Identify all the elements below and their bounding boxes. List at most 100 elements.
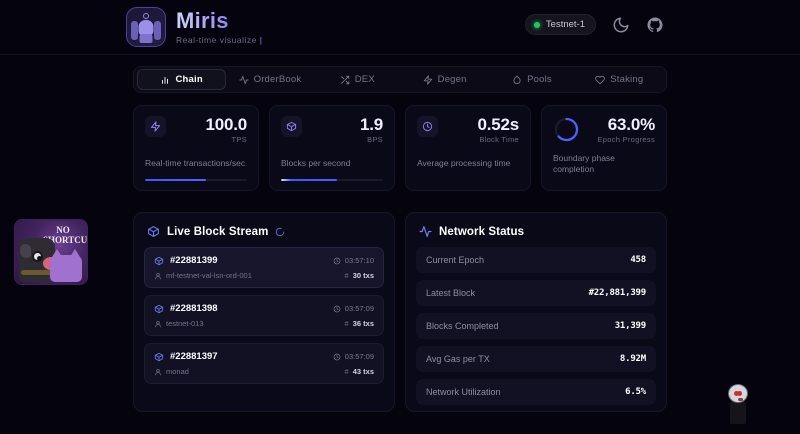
- network-status-header: Network Status: [406, 213, 666, 247]
- stat-desc-epoch: Boundary phase completion: [553, 153, 615, 174]
- no-shortcuts-sticker: NO SHORTCUTS: [14, 219, 88, 285]
- github-icon[interactable]: [646, 16, 664, 34]
- block-stream-title: Live Block Stream: [167, 225, 269, 238]
- block-txs: 43 txs: [352, 367, 374, 376]
- brand[interactable]: Miris Real-time visualize |: [126, 7, 262, 47]
- header-actions: Testnet-1: [524, 14, 664, 35]
- stat-card-epoch: 63.0% Epoch Progress Boundary phase comp…: [541, 105, 667, 191]
- block-id: #22881399: [170, 255, 218, 266]
- moon-icon[interactable]: [612, 16, 630, 34]
- main-tabbar: Chain OrderBook DEX Degen Pools Staking: [133, 66, 667, 93]
- tab-chain[interactable]: Chain: [137, 69, 227, 90]
- block-time: 03:57:09: [344, 304, 374, 313]
- clock-icon: [333, 257, 341, 264]
- ghost-character-icon: [726, 384, 750, 424]
- status-value: 458: [630, 255, 646, 265]
- sticker-text: NO SHORTCUTS: [43, 225, 87, 245]
- status-dot-icon: [533, 21, 540, 28]
- stat-card-tps: 100.0 TPS Real-time transactions/sec: [133, 105, 259, 191]
- stat-desc-block-time: Average processing time: [417, 158, 511, 168]
- stat-unit-bps: BPS: [367, 135, 383, 144]
- heart-icon: [595, 75, 606, 84]
- block-validator: mf-testnet-val-lsn-ord-001: [166, 271, 252, 280]
- clock-icon: [333, 305, 341, 312]
- network-badge[interactable]: Testnet-1: [524, 14, 596, 35]
- block-id: #22881398: [170, 303, 218, 314]
- stat-progress-tps: [145, 178, 247, 181]
- block-validator: monad: [166, 367, 189, 376]
- clock-icon: [333, 353, 341, 360]
- status-label: Avg Gas per TX: [426, 354, 490, 364]
- stat-card-block-time: 0.52s Block Time Average processing time: [405, 105, 531, 191]
- block-stream-header: Live Block Stream: [134, 213, 394, 247]
- brand-subtitle: Real-time visualize |: [176, 35, 262, 45]
- bar-chart-icon: [162, 76, 169, 84]
- hash-icon: #: [344, 319, 349, 328]
- stat-progress-bps: [281, 178, 383, 181]
- stat-card-bps: 1.9 BPS Blocks per second: [269, 105, 395, 191]
- stat-unit-tps: TPS: [231, 135, 247, 144]
- stat-value-tps: 100.0: [205, 115, 247, 134]
- tab-staking-label: Staking: [610, 74, 644, 85]
- zap-icon: [145, 116, 166, 137]
- cat-icon: [50, 249, 82, 282]
- droplet-icon: [513, 75, 521, 84]
- tab-degen[interactable]: Degen: [401, 69, 488, 90]
- tab-chain-label: Chain: [175, 74, 203, 85]
- zap-icon: [423, 74, 432, 85]
- block-txs: 30 txs: [352, 271, 374, 280]
- table-row[interactable]: #22881397 03:57:09 monad # 43 txs: [144, 343, 384, 384]
- stat-value-block-time: 0.52s: [477, 115, 519, 134]
- block-list: #22881399 03:57:10 mf-testnet-val-lsn-or…: [134, 247, 394, 384]
- tab-dex[interactable]: DEX: [314, 69, 401, 90]
- sticker-line-2: SHORTCUTS: [43, 235, 88, 245]
- spinner-icon: [275, 227, 285, 237]
- typing-caret: |: [259, 35, 263, 45]
- stat-cards: 100.0 TPS Real-time transactions/sec 1.9…: [133, 105, 667, 191]
- stat-desc-bps: Blocks per second: [281, 158, 351, 168]
- stat-value-epoch: 63.0%: [607, 115, 655, 134]
- app-header: Miris Real-time visualize | Testnet-1: [0, 0, 800, 55]
- user-icon: [155, 368, 161, 375]
- progress-ring-icon: [554, 117, 579, 142]
- tab-pools[interactable]: Pools: [488, 69, 575, 90]
- user-icon: [155, 320, 161, 327]
- list-item: Avg Gas per TX 8.92M: [416, 346, 656, 372]
- tab-staking[interactable]: Staking: [576, 69, 663, 90]
- tab-pools-label: Pools: [527, 74, 552, 85]
- table-row[interactable]: #22881399 03:57:10 mf-testnet-val-lsn-or…: [144, 247, 384, 288]
- status-value: 6.5%: [625, 387, 646, 397]
- list-item: Latest Block #22,881,399: [416, 280, 656, 306]
- status-value: 8.92M: [619, 354, 646, 364]
- status-label: Blocks Completed: [426, 321, 499, 331]
- stat-value-bps: 1.9: [359, 115, 383, 134]
- status-label: Latest Block: [426, 288, 476, 298]
- stat-unit-block-time: Block Time: [479, 135, 519, 144]
- status-label: Current Epoch: [426, 255, 485, 265]
- activity-icon: [419, 225, 432, 238]
- sticker-line-1: NO: [56, 225, 70, 235]
- block-id: #22881397: [170, 351, 218, 362]
- stat-unit-epoch: Epoch Progress: [597, 135, 655, 144]
- network-status-list: Current Epoch 458 Latest Block #22,881,3…: [406, 247, 666, 405]
- status-value: #22,881,399: [588, 288, 647, 298]
- live-block-stream-panel: Live Block Stream #22881399 03:57:10: [133, 212, 395, 412]
- block-time: 03:57:09: [344, 352, 374, 361]
- tab-orderbook-label: OrderBook: [253, 74, 302, 85]
- block-validator: testnet-013: [166, 319, 204, 328]
- cube-icon: [147, 225, 160, 238]
- network-status-title: Network Status: [439, 225, 525, 238]
- table-row[interactable]: #22881398 03:57:09 testnet-013 # 36 txs: [144, 295, 384, 336]
- tab-degen-label: Degen: [437, 74, 467, 85]
- activity-icon: [238, 75, 249, 84]
- clock-icon: [417, 116, 438, 137]
- brand-name: Miris: [176, 9, 262, 33]
- block-time: 03:57:10: [344, 256, 374, 265]
- network-status-panel: Network Status Current Epoch 458 Latest …: [405, 212, 667, 412]
- tab-orderbook[interactable]: OrderBook: [226, 69, 313, 90]
- cube-icon: [154, 304, 164, 314]
- app-logo-icon: [126, 7, 166, 47]
- brand-subtitle-text: Real-time visualize: [176, 35, 257, 45]
- hash-icon: #: [344, 367, 349, 376]
- network-badge-label: Testnet-1: [545, 19, 585, 30]
